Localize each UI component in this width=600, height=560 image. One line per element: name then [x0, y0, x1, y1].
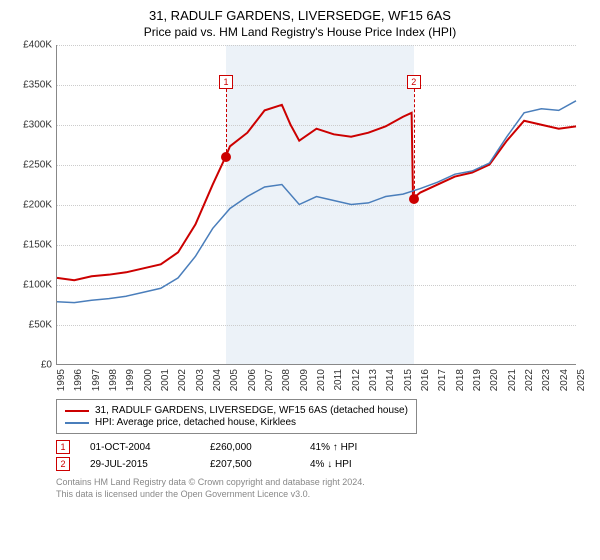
line-series — [57, 45, 576, 364]
y-tick-label: £250K — [12, 160, 52, 171]
chart-title: 31, RADULF GARDENS, LIVERSEDGE, WF15 6AS — [12, 8, 588, 23]
sale-row-marker: 2 — [56, 457, 70, 471]
sale-date: 01-OCT-2004 — [90, 442, 190, 453]
chart-area: 12 £0£50K£100K£150K£200K£250K£300K£350K£… — [12, 45, 588, 395]
legend-item: HPI: Average price, detached house, Kirk… — [65, 417, 408, 428]
sale-hpi-diff: 41% ↑ HPI — [310, 442, 410, 453]
x-tick-label: 2025 — [576, 369, 600, 391]
legend-swatch — [65, 422, 89, 424]
footer-attribution: Contains HM Land Registry data © Crown c… — [56, 477, 588, 500]
sale-date: 29-JUL-2015 — [90, 459, 190, 470]
series-hpi — [57, 101, 576, 303]
chart-subtitle: Price paid vs. HM Land Registry's House … — [12, 25, 588, 39]
footer-line2: This data is licensed under the Open Gov… — [56, 489, 588, 501]
legend-item: 31, RADULF GARDENS, LIVERSEDGE, WF15 6AS… — [65, 405, 408, 416]
sale-marker-label: 1 — [219, 75, 233, 89]
sale-marker-line — [414, 89, 415, 199]
sales-table: 1 01-OCT-2004 £260,000 41% ↑ HPI 2 29-JUL-201… — [56, 440, 588, 471]
y-tick-label: £200K — [12, 200, 52, 211]
plot-region: 12 — [56, 45, 576, 365]
sale-marker-label: 2 — [407, 75, 421, 89]
legend: 31, RADULF GARDENS, LIVERSEDGE, WF15 6AS… — [56, 399, 417, 434]
y-tick-label: £400K — [12, 40, 52, 51]
sale-price: £207,500 — [210, 459, 290, 470]
sale-hpi-diff: 4% ↓ HPI — [310, 459, 410, 470]
y-tick-label: £300K — [12, 120, 52, 131]
legend-swatch — [65, 410, 89, 412]
legend-label: 31, RADULF GARDENS, LIVERSEDGE, WF15 6AS… — [95, 405, 408, 416]
sale-price: £260,000 — [210, 442, 290, 453]
sale-row-marker: 1 — [56, 440, 70, 454]
legend-label: HPI: Average price, detached house, Kirk… — [95, 417, 296, 428]
sale-row: 1 01-OCT-2004 £260,000 41% ↑ HPI — [56, 440, 588, 454]
y-tick-label: £50K — [12, 320, 52, 331]
y-tick-label: £350K — [12, 80, 52, 91]
sale-marker-line — [226, 89, 227, 157]
y-tick-label: £0 — [12, 360, 52, 371]
footer-line1: Contains HM Land Registry data © Crown c… — [56, 477, 588, 489]
series-property — [57, 105, 576, 280]
y-tick-label: £100K — [12, 280, 52, 291]
sale-row: 2 29-JUL-2015 £207,500 4% ↓ HPI — [56, 457, 588, 471]
y-tick-label: £150K — [12, 240, 52, 251]
chart-container: 31, RADULF GARDENS, LIVERSEDGE, WF15 6AS… — [0, 0, 600, 560]
